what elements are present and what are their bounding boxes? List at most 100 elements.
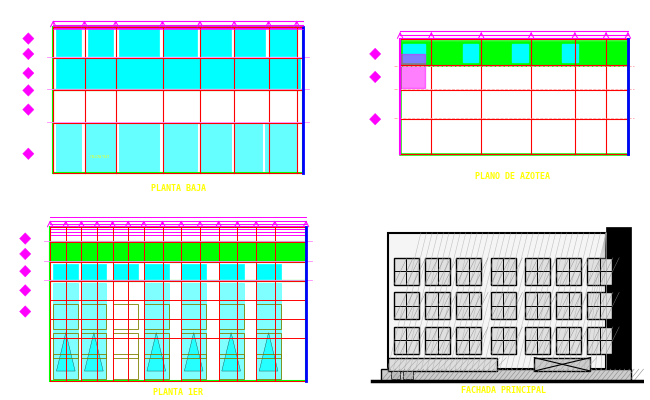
Polygon shape [259,333,278,371]
Bar [382,369,631,381]
Bar [403,371,413,379]
Bar [394,292,419,319]
Bar [525,327,550,354]
Bar [181,354,206,379]
Bar [400,38,628,154]
Bar [200,29,231,56]
Polygon shape [185,333,203,371]
Bar [57,123,81,171]
Bar [81,283,107,379]
Bar [200,123,231,171]
Bar [144,264,169,279]
Bar [425,327,450,354]
Bar [525,258,550,285]
Polygon shape [23,104,34,115]
Text: PLANTA BAJA: PLANTA BAJA [151,184,205,193]
Bar [53,354,78,379]
Bar [112,264,138,279]
Polygon shape [23,48,34,60]
Bar [81,264,107,279]
Bar [144,354,169,379]
Polygon shape [370,71,381,83]
Bar [556,258,581,285]
Bar [53,304,78,329]
Bar [84,123,116,171]
Bar [53,333,78,358]
Bar [81,333,107,358]
Bar [112,333,138,358]
Bar [112,354,138,379]
Polygon shape [57,333,75,371]
Bar [112,304,138,329]
Bar [119,29,159,56]
Bar [588,327,612,354]
Bar [218,304,244,329]
Bar [463,44,478,62]
Bar [88,29,112,56]
Bar [218,333,244,358]
Text: FACHADA PRINCIPAL: FACHADA PRINCIPAL [461,386,545,395]
Bar [456,327,481,354]
Text: PLANTA 1ER: PLANTA 1ER [153,388,203,397]
Bar [53,27,303,90]
Bar [81,304,107,329]
Bar [400,54,425,88]
Bar [534,358,590,371]
Bar [53,90,303,173]
Polygon shape [23,67,34,79]
Bar [218,354,244,379]
Bar [234,29,265,56]
Bar [181,264,206,279]
Bar [53,283,78,379]
Bar [162,123,197,171]
Bar [256,304,281,329]
Bar [144,304,169,329]
Bar [50,242,306,262]
Bar [525,292,550,319]
Bar [556,292,581,319]
Bar [456,258,481,285]
Polygon shape [23,148,34,160]
Polygon shape [20,266,31,277]
Bar [181,333,206,358]
Bar [556,327,581,354]
Polygon shape [20,233,31,244]
Polygon shape [147,333,166,371]
Polygon shape [23,85,34,96]
Polygon shape [370,48,381,60]
Polygon shape [20,285,31,296]
Bar [606,227,631,369]
Bar [144,283,169,379]
Bar [256,354,281,379]
Bar [57,29,81,56]
Bar [57,58,300,88]
Bar [144,333,169,358]
Bar [491,292,515,319]
Bar [394,327,419,354]
Bar [234,123,263,171]
Bar [218,283,244,379]
Polygon shape [20,248,31,260]
Text: YELLOW TEXT: YELLOW TEXT [90,154,110,158]
Bar [588,292,612,319]
Bar [425,258,450,285]
Text: PLANO DE AZOTEA: PLANO DE AZOTEA [475,172,550,181]
Bar [387,233,606,369]
Bar [491,258,515,285]
Bar [53,264,78,279]
Bar [256,264,281,279]
Bar [268,29,296,56]
Bar [512,44,528,62]
Bar [218,264,244,279]
Polygon shape [84,333,103,371]
Bar [181,304,206,329]
Polygon shape [23,33,34,44]
Bar [588,258,612,285]
Bar [403,44,425,62]
Bar [50,281,306,381]
Bar [562,44,578,62]
Bar [119,123,159,171]
Polygon shape [20,306,31,317]
Bar [256,333,281,358]
Bar [50,227,306,281]
